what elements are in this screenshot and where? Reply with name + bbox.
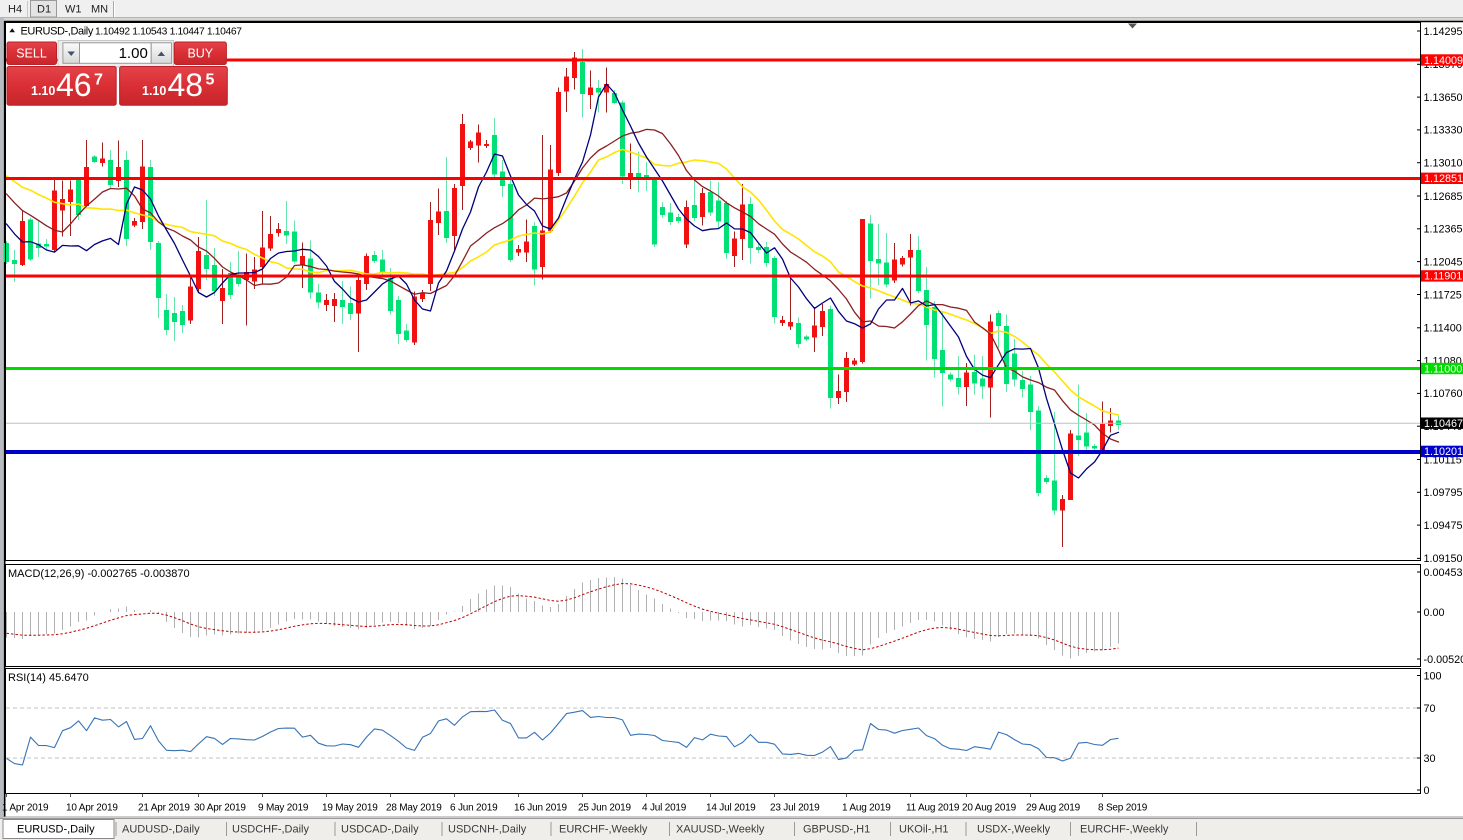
svg-text:1.10760: 1.10760 <box>1424 388 1463 400</box>
svg-text:1.10: 1.10 <box>142 84 166 98</box>
svg-text:0.004536: 0.004536 <box>1424 567 1463 579</box>
svg-text:8 Sep 2019: 8 Sep 2019 <box>1098 803 1148 814</box>
svg-text:0.00: 0.00 <box>1424 607 1445 619</box>
svg-text:4 Jul 2019: 4 Jul 2019 <box>642 803 687 814</box>
svg-text:1.09150: 1.09150 <box>1424 553 1463 565</box>
svg-text:1.12685: 1.12685 <box>1424 191 1463 203</box>
svg-text:30 Apr 2019: 30 Apr 2019 <box>194 803 246 814</box>
svg-text:21 Apr 2019: 21 Apr 2019 <box>138 803 190 814</box>
svg-text:1.00: 1.00 <box>119 45 148 62</box>
svg-text:RSI(14) 45.6470: RSI(14) 45.6470 <box>8 672 89 684</box>
svg-text:1 Aug 2019: 1 Aug 2019 <box>842 803 891 814</box>
svg-text:GBPUSD-,H1: GBPUSD-,H1 <box>803 824 870 836</box>
svg-text:1.13330: 1.13330 <box>1424 125 1463 137</box>
svg-text:19 May 2019: 19 May 2019 <box>322 803 378 814</box>
svg-text:100: 100 <box>1424 670 1442 682</box>
svg-text:-0.005205: -0.005205 <box>1424 654 1463 666</box>
svg-text:5: 5 <box>206 72 215 89</box>
svg-text:XAUUSD-,Weekly: XAUUSD-,Weekly <box>676 824 765 836</box>
svg-text:AUDUSD-,Daily: AUDUSD-,Daily <box>122 824 200 836</box>
svg-text:1.11000: 1.11000 <box>1424 363 1462 375</box>
svg-text:7: 7 <box>94 72 103 89</box>
svg-text:1.12365: 1.12365 <box>1424 224 1463 236</box>
svg-text:1.14295: 1.14295 <box>1424 26 1463 38</box>
svg-text:16 Jun 2019: 16 Jun 2019 <box>514 803 567 814</box>
svg-text:EURUSD-,Daily: EURUSD-,Daily <box>17 824 95 836</box>
svg-text:USDCAD-,Daily: USDCAD-,Daily <box>341 824 419 836</box>
svg-text:6 Jun 2019: 6 Jun 2019 <box>450 803 498 814</box>
svg-text:D1: D1 <box>37 4 51 16</box>
svg-text:UKOil-,H1: UKOil-,H1 <box>899 824 949 836</box>
svg-text:1.10: 1.10 <box>31 84 55 98</box>
svg-text:1.12851: 1.12851 <box>1424 173 1463 185</box>
svg-text:1.10201: 1.10201 <box>1424 446 1463 458</box>
svg-text:H4: H4 <box>8 4 22 16</box>
svg-text:USDX-,Weekly: USDX-,Weekly <box>977 824 1051 836</box>
svg-text:1.10467: 1.10467 <box>1424 418 1463 430</box>
svg-text:1.12045: 1.12045 <box>1424 256 1463 268</box>
svg-text:1.13010: 1.13010 <box>1424 158 1463 170</box>
svg-text:1.11400: 1.11400 <box>1424 323 1462 335</box>
svg-text:EURUSD-,Daily: EURUSD-,Daily <box>21 25 94 37</box>
svg-text:25 Jun 2019: 25 Jun 2019 <box>578 803 631 814</box>
svg-text:1.10492 1.10543 1.10447 1.1046: 1.10492 1.10543 1.10447 1.10467 <box>95 26 242 37</box>
svg-text:10 Apr 2019: 10 Apr 2019 <box>66 803 118 814</box>
svg-text:EURCHF-,Weekly: EURCHF-,Weekly <box>559 824 648 836</box>
svg-text:1.10115: 1.10115 <box>1424 454 1462 466</box>
svg-text:1.09475: 1.09475 <box>1424 520 1463 532</box>
svg-text:BUY: BUY <box>187 47 213 61</box>
svg-text:1.09795: 1.09795 <box>1424 487 1463 499</box>
svg-text:20 Aug 2019: 20 Aug 2019 <box>962 803 1017 814</box>
svg-text:EURCHF-,Weekly: EURCHF-,Weekly <box>1080 824 1169 836</box>
svg-text:14 Jul 2019: 14 Jul 2019 <box>706 803 756 814</box>
svg-text:48: 48 <box>168 67 204 103</box>
svg-text:1.14009: 1.14009 <box>1424 55 1463 67</box>
svg-text:W1: W1 <box>65 4 82 16</box>
svg-text:1 Apr 2019: 1 Apr 2019 <box>2 803 49 814</box>
svg-text:MACD(12,26,9) -0.002765 -0.003: MACD(12,26,9) -0.002765 -0.003870 <box>8 568 190 580</box>
svg-text:23 Jul 2019: 23 Jul 2019 <box>770 803 820 814</box>
svg-text:70: 70 <box>1424 703 1436 715</box>
svg-text:MN: MN <box>91 4 108 16</box>
svg-text:46: 46 <box>56 67 92 103</box>
svg-text:0: 0 <box>1424 785 1430 797</box>
svg-text:28 May 2019: 28 May 2019 <box>386 803 442 814</box>
svg-text:USDCHF-,Daily: USDCHF-,Daily <box>232 824 310 836</box>
svg-text:SELL: SELL <box>16 47 47 61</box>
svg-text:1.11901: 1.11901 <box>1424 271 1462 283</box>
svg-text:30: 30 <box>1424 753 1436 765</box>
svg-text:29 Aug 2019: 29 Aug 2019 <box>1026 803 1081 814</box>
svg-text:USDCNH-,Daily: USDCNH-,Daily <box>448 824 527 836</box>
svg-text:1.11725: 1.11725 <box>1424 289 1462 301</box>
svg-text:9 May 2019: 9 May 2019 <box>258 803 309 814</box>
svg-text:11 Aug 2019: 11 Aug 2019 <box>906 803 960 814</box>
svg-text:1.13650: 1.13650 <box>1424 92 1463 104</box>
